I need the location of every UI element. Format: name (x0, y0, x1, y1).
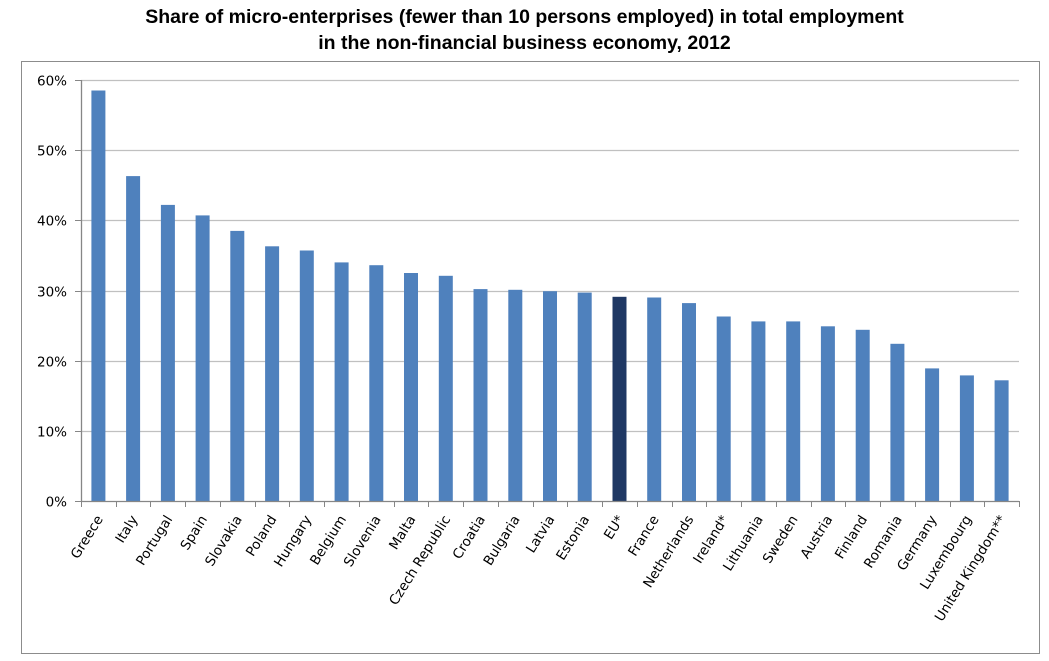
bar-spain (195, 215, 210, 501)
bar-united-kingdom (994, 380, 1009, 501)
bar-bulgaria (508, 289, 523, 501)
x-tick-label: Poland (243, 513, 280, 560)
bar-italy (126, 176, 141, 501)
bar-austria (820, 326, 835, 501)
x-tick-label: Italy (112, 513, 141, 546)
bar-estonia (577, 292, 592, 501)
bar-romania (890, 343, 905, 501)
bar-france (647, 297, 662, 501)
bar-latvia (543, 291, 557, 501)
bar-slovenia (369, 265, 384, 501)
y-axis-tick-labels: 0% 10% 20% 30% 40% 50% 60% (37, 74, 67, 511)
x-tick-label: Latvia (523, 513, 558, 556)
bar-finland (855, 329, 870, 501)
bar-ireland (716, 316, 731, 501)
x-tick-label: EU* (601, 512, 628, 542)
chart-title: Share of micro-enterprises (fewer than 1… (0, 4, 1049, 56)
bar-sweden (786, 321, 801, 501)
bar-hungary (299, 250, 314, 501)
axes (75, 80, 1020, 507)
bar-belgium (334, 262, 349, 501)
y-tick-label: 20% (37, 355, 67, 371)
bar-luxembourg (959, 375, 974, 501)
bar-portugal (160, 204, 175, 501)
bar-croatia (473, 289, 488, 501)
bar-eu (612, 296, 627, 501)
x-tick-label: Austria (797, 513, 836, 562)
chart-title-line-2: in the non-financial business economy, 2… (318, 32, 731, 54)
x-tick-label: France (625, 513, 662, 560)
chart-frame (21, 61, 1040, 654)
bar-lithuania (751, 321, 766, 501)
y-tick-label: 10% (37, 425, 67, 441)
y-tick-label: 0% (46, 495, 68, 511)
y-tick-label: 50% (37, 144, 67, 160)
y-tick-label: 40% (37, 214, 67, 230)
chart-title-line-1: Share of micro-enterprises (fewer than 1… (145, 6, 904, 28)
bar-malta (404, 273, 418, 501)
bar-germany (925, 368, 940, 501)
bar-netherlands (682, 303, 696, 501)
bars (91, 90, 1009, 501)
x-tick-label: Malta (386, 513, 419, 553)
bar-greece (91, 90, 106, 501)
y-tick-label: 30% (37, 285, 67, 301)
bar-poland (265, 246, 280, 501)
bar-czech-republic (438, 275, 453, 501)
bar-slovakia (230, 230, 245, 501)
y-tick-label: 60% (37, 74, 67, 90)
x-tick-label: Spain (177, 513, 211, 553)
x-tick-label: Estonia (553, 513, 593, 564)
x-tick-label: Greece (68, 513, 107, 562)
